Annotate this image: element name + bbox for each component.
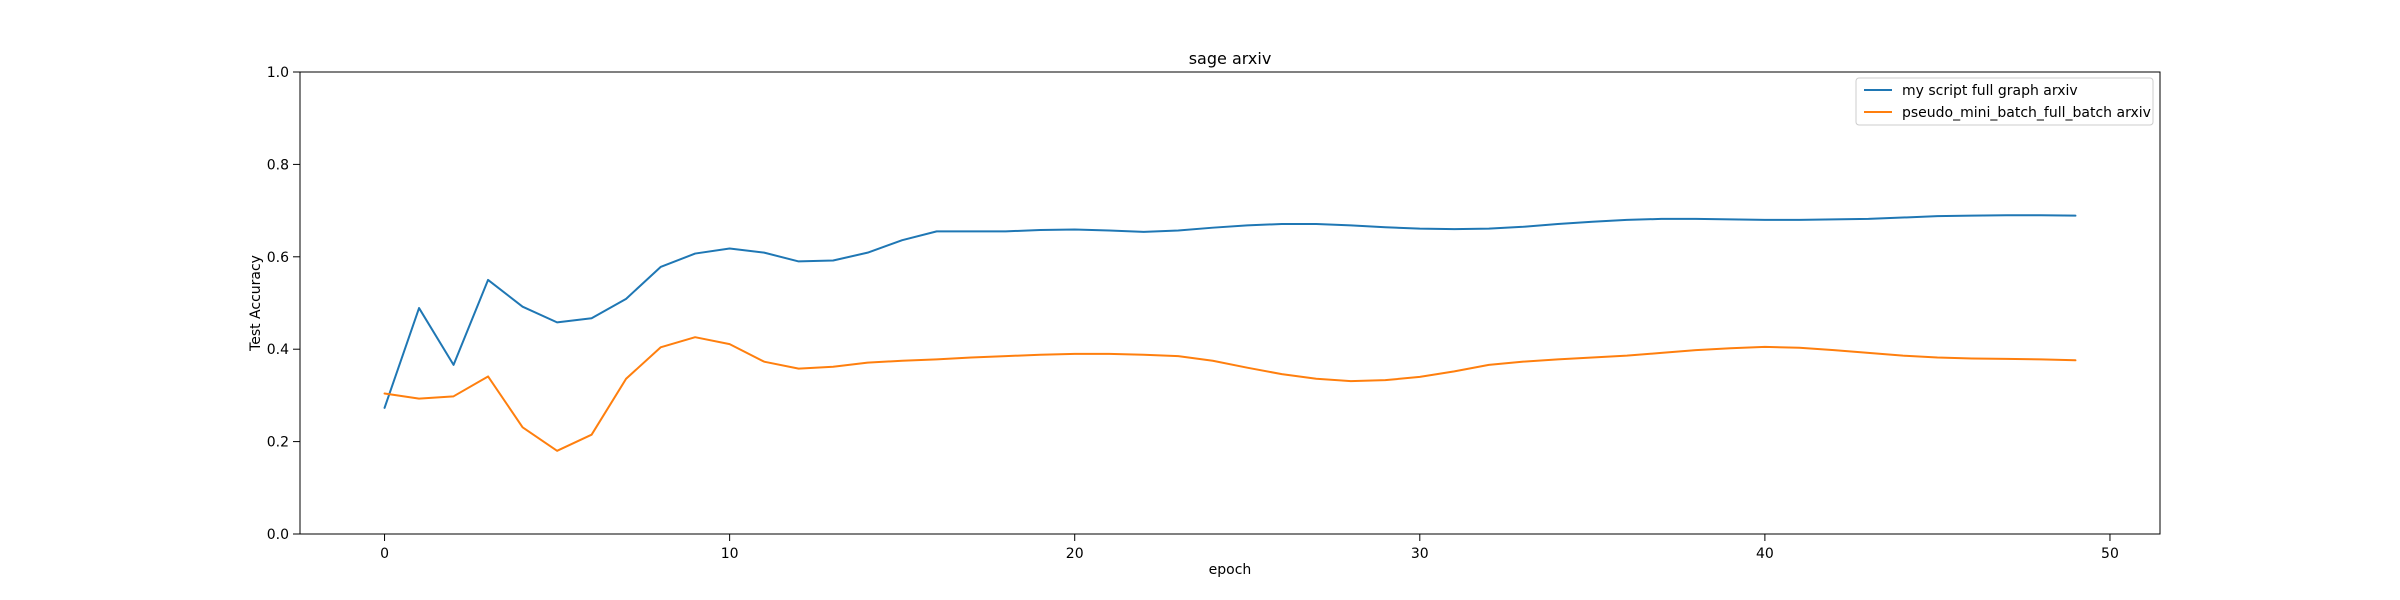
y-axis-label: Test Accuracy [248,255,264,352]
y-tick-label: 0.0 [267,527,289,543]
x-tick-label: 30 [1411,546,1429,562]
x-tick-label: 50 [2101,546,2119,562]
x-axis-ticks: 0 10 20 30 40 50 [380,534,2119,562]
x-tick-label: 40 [1756,546,1774,562]
x-tick-label: 20 [1066,546,1084,562]
x-axis-label: epoch [1209,562,1252,578]
legend: my script full graph arxiv pseudo_mini_b… [1855,77,2154,126]
y-tick-label: 0.6 [267,250,289,266]
legend-box [1855,77,2154,126]
y-tick-label: 0.8 [267,157,289,173]
legend-label-series-2: pseudo_mini_batch_full_batch arxiv [1902,105,2151,121]
x-tick-label: 0 [380,546,389,562]
series-line-2 [383,336,2077,452]
chart-title: sage arxiv [1189,49,1272,68]
series-line-1 [383,214,2077,409]
series-layer [383,214,2077,452]
y-axis-ticks: 0.0 0.2 0.4 0.6 0.8 1.0 [267,65,300,543]
plot-area [299,71,2161,535]
y-tick-label: 1.0 [267,65,289,81]
x-tick-label: 10 [721,546,739,562]
y-tick-label: 0.2 [267,435,289,451]
legend-label-series-1: my script full graph arxiv [1902,83,2078,99]
y-tick-label: 0.4 [267,342,289,358]
